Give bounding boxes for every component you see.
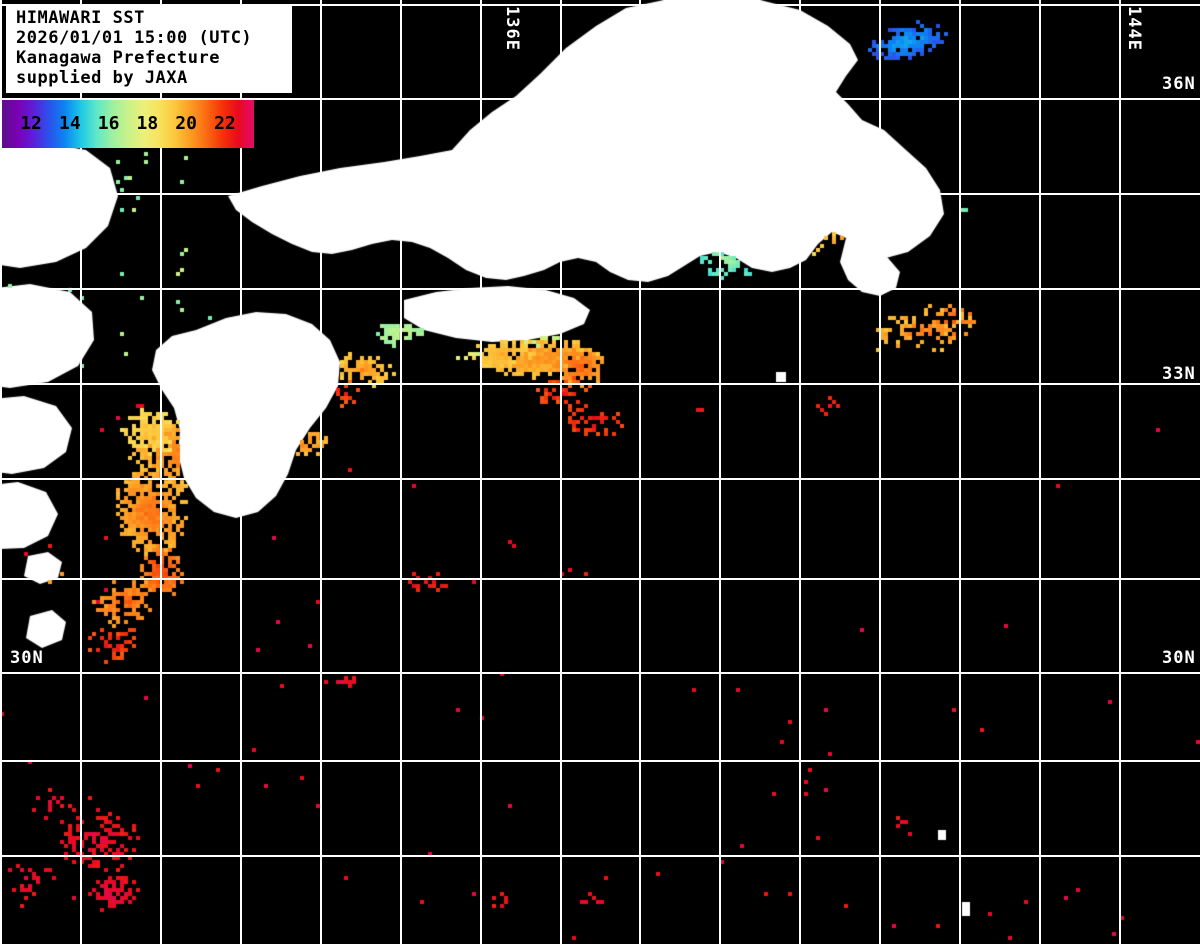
colorbar-tick-labels: 12 14 16 18 20 22	[2, 100, 254, 148]
info-box: HIMAWARI SST 2026/01/01 15:00 (UTC) Kana…	[6, 4, 292, 93]
gridline-meridian-8	[639, 0, 641, 946]
product-supplier: supplied by JAXA	[16, 68, 188, 88]
gridline-meridian-4	[320, 0, 322, 946]
gridline-parallel-2	[0, 193, 1200, 195]
gridline-meridian-12	[959, 0, 961, 946]
gridline-parallel-4	[0, 383, 1200, 385]
gridline-meridian-13	[1039, 0, 1041, 946]
colorbar-gradient	[2, 100, 254, 148]
gridline-parallel-10	[0, 944, 1200, 946]
colorbar-tick-14: 14	[59, 113, 81, 134]
gridline-meridian-14	[1119, 0, 1121, 946]
gridline-meridian-1	[80, 0, 82, 946]
latitude-label-left-33N: 33N	[10, 364, 44, 384]
gridline-meridian-5	[400, 0, 402, 946]
gridline-meridian-3	[240, 0, 242, 946]
product-region: Kanagawa Prefecture	[16, 48, 220, 68]
longitude-label-144E: 144E	[1124, 6, 1144, 51]
colorbar-tick-12: 12	[20, 113, 42, 134]
gridline-parallel-5	[0, 478, 1200, 480]
gridline-parallel-8	[0, 760, 1200, 762]
gridline-meridian-7	[560, 0, 562, 946]
product-datetime: 2026/01/01 15:00 (UTC)	[16, 28, 253, 48]
gridline-meridian-10	[799, 0, 801, 946]
longitude-label-136E: 136E	[502, 6, 522, 51]
gridline-meridian-9	[719, 0, 721, 946]
gridline-parallel-0	[0, 4, 1200, 6]
latitude-label-right-36N: 36N	[1162, 74, 1196, 94]
gridline-parallel-3	[0, 288, 1200, 290]
colorbar: 12 14 16 18 20 22	[2, 100, 254, 148]
colorbar-tick-20: 20	[175, 113, 197, 134]
latitude-label-right-33N: 33N	[1162, 364, 1196, 384]
gridline-parallel-1	[0, 98, 1200, 100]
colorbar-tick-18: 18	[136, 113, 159, 134]
gridline-meridian-0	[0, 0, 2, 946]
gridline-meridian-2	[160, 0, 162, 946]
product-title: HIMAWARI SST	[16, 8, 145, 28]
gridline-parallel-6	[0, 578, 1200, 580]
gridline-meridian-11	[879, 0, 881, 946]
gridline-parallel-9	[0, 855, 1200, 857]
latitude-label-right-30N: 30N	[1162, 648, 1196, 668]
gridline-meridian-6	[480, 0, 482, 946]
latitude-label-left-30N: 30N	[10, 648, 44, 668]
colorbar-tick-16: 16	[97, 113, 120, 134]
gridline-parallel-7	[0, 672, 1200, 674]
colorbar-tick-22: 22	[214, 113, 236, 134]
